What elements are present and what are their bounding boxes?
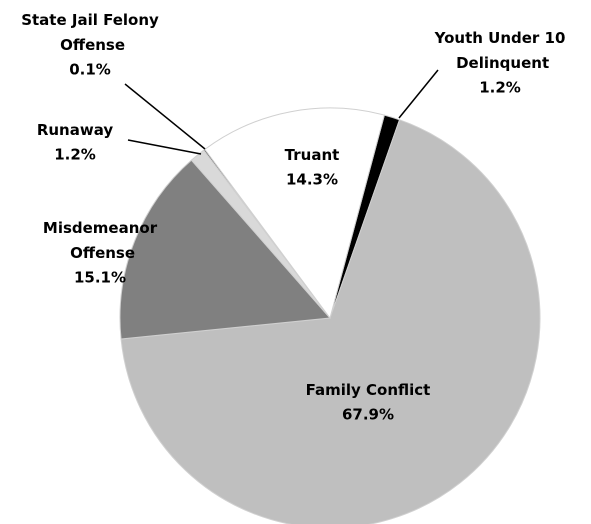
- label-line: Offense: [55, 36, 125, 54]
- value-label: 14.3%: [286, 171, 338, 189]
- slice: [119, 159, 332, 340]
- slice: [120, 119, 541, 524]
- leader-line: [124, 83, 206, 150]
- slice-label: Family Conflict: [306, 381, 431, 399]
- value-label: 67.9%: [342, 406, 394, 424]
- value-label: 15.1%: [74, 269, 126, 287]
- label-line: Delinquent: [451, 54, 549, 72]
- value-label: 1.2%: [54, 146, 96, 164]
- value-label: 1.2%: [479, 79, 521, 97]
- slice-label: Misdemeanor Offense: [43, 219, 158, 262]
- leader-line: [398, 69, 439, 119]
- slice-label: Runaway: [37, 121, 114, 139]
- label-line: Misdemeanor: [43, 219, 158, 237]
- slice-label: State Jail Felony Offense: [21, 11, 159, 54]
- label-line: Truant: [285, 146, 340, 164]
- slices: [119, 107, 541, 524]
- label-line: Family Conflict: [306, 381, 431, 399]
- slice-label: Youth Under 10 Delinquent: [434, 29, 566, 72]
- label-line: Offense: [65, 244, 135, 262]
- value-label: 0.1%: [69, 61, 111, 79]
- label-line: Youth Under 10: [434, 29, 566, 47]
- leader-line: [127, 139, 202, 155]
- slice: [204, 107, 385, 320]
- label-line: Runaway: [37, 121, 114, 139]
- label-line: State Jail Felony: [21, 11, 159, 29]
- slice-label: Truant: [285, 146, 340, 164]
